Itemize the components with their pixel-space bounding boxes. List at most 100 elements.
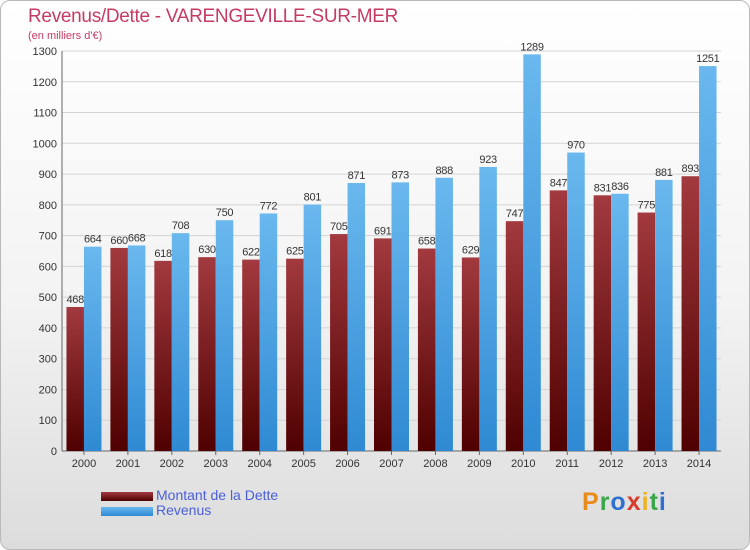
data-labels: 468 664 660 668 618 708 630 750 622 772 625 801 705 8… <box>66 41 719 306</box>
x-tick-label: 2000 <box>72 458 96 470</box>
data-label-dette: 618 <box>154 248 172 260</box>
y-tick-label: 600 <box>39 261 57 273</box>
data-label-dette: 775 <box>638 200 656 212</box>
x-tick-label: 2011 <box>555 458 579 470</box>
y-tick-label: 200 <box>39 384 57 396</box>
bar-revenus <box>127 245 146 451</box>
y-tick-label: 500 <box>39 292 57 304</box>
x-tick-label: 2007 <box>379 458 403 470</box>
x-tick-label: 2013 <box>643 458 667 470</box>
legend-label-revenus: Revenus <box>156 502 212 518</box>
chart-subtitle: (en milliers d'€) <box>28 30 103 42</box>
axes: 0 100 200 300 400 500 600 700 800 900 1000 1100 1200… <box>33 46 721 470</box>
bar-dette <box>110 247 128 451</box>
x-tick-label: 2014 <box>687 458 711 470</box>
bar-dette <box>330 234 348 451</box>
bars <box>66 54 717 452</box>
bar-revenus <box>479 167 497 451</box>
legend-swatch-dette <box>101 492 153 501</box>
y-tick-label: 700 <box>39 231 57 243</box>
data-label-revenus: 871 <box>348 170 366 182</box>
bar-dette <box>593 195 612 451</box>
bar-revenus <box>435 177 453 451</box>
data-label-revenus: 664 <box>84 234 102 246</box>
y-tick-label: 300 <box>39 354 57 366</box>
x-tick-label: 2004 <box>247 458 271 470</box>
data-label-revenus: 1289 <box>520 41 543 53</box>
x-tick-label: 2010 <box>511 458 535 470</box>
bar-revenus <box>259 213 278 451</box>
bar-revenus <box>567 152 585 452</box>
bar-dette <box>242 259 260 451</box>
x-tick-label: 2009 <box>467 458 491 470</box>
data-label-dette: 629 <box>462 244 480 256</box>
x-tick-label: 2002 <box>160 458 184 470</box>
logo-letter: o <box>610 488 627 516</box>
legend-label-dette: Montant de la Dette <box>156 487 279 503</box>
bar-revenus <box>83 246 102 451</box>
data-label-dette: 622 <box>242 247 260 259</box>
data-label-revenus: 1251 <box>696 53 719 65</box>
y-tick-label: 1300 <box>33 46 57 58</box>
bar-dette <box>505 221 524 451</box>
logo-letter: i <box>658 488 667 516</box>
x-tick-label: 2003 <box>204 458 228 470</box>
y-tick-label: 0 <box>51 446 57 458</box>
y-tick-label: 1200 <box>33 77 57 89</box>
bar-dette <box>549 190 568 451</box>
bar-revenus <box>347 183 366 451</box>
x-tick-label: 2005 <box>291 458 315 470</box>
data-label-revenus: 750 <box>216 207 234 219</box>
data-label-dette: 847 <box>550 177 568 189</box>
proxiti-logo: Proxiti <box>582 488 667 517</box>
bar-dette <box>417 248 436 451</box>
data-label-dette: 893 <box>682 163 700 175</box>
x-tick-label: 2012 <box>599 458 623 470</box>
bar-revenus <box>655 179 673 451</box>
y-tick-label: 1100 <box>33 108 57 120</box>
logo-letter: x <box>626 488 642 516</box>
bar-revenus <box>391 182 409 451</box>
data-label-revenus: 836 <box>611 181 629 193</box>
bar-dette <box>637 212 656 451</box>
bar-revenus <box>699 66 717 452</box>
data-label-revenus: 708 <box>172 220 190 232</box>
y-tick-label: 800 <box>39 200 57 212</box>
y-tick-label: 100 <box>39 415 57 427</box>
data-label-dette: 468 <box>66 294 84 306</box>
bar-revenus <box>303 204 322 451</box>
bar-dette <box>198 257 216 451</box>
data-label-revenus: 888 <box>435 165 453 177</box>
data-label-revenus: 668 <box>128 232 146 244</box>
logo-letter: t <box>649 488 659 516</box>
bar-revenus <box>215 220 234 451</box>
x-tick-label: 2006 <box>335 458 359 470</box>
logo-letter: i <box>641 488 650 516</box>
data-label-dette: 831 <box>594 182 612 194</box>
y-tick-label: 400 <box>39 323 57 335</box>
data-label-revenus: 873 <box>392 169 410 181</box>
bar-dette <box>66 307 84 451</box>
data-label-revenus: 923 <box>479 154 497 166</box>
data-label-dette: 660 <box>110 235 128 247</box>
data-label-dette: 625 <box>286 246 304 258</box>
data-label-dette: 747 <box>506 208 524 220</box>
bar-dette <box>681 176 700 451</box>
data-label-dette: 691 <box>374 225 392 237</box>
x-tick-label: 2008 <box>423 458 447 470</box>
data-label-dette: 705 <box>330 221 348 233</box>
bar-dette <box>286 258 304 451</box>
chart-title: Revenus/Dette - VARENGEVILLE-SUR-MER <box>28 6 399 27</box>
logo-letter: P <box>582 488 600 516</box>
logo-letter: r <box>599 488 611 516</box>
data-label-revenus: 881 <box>655 167 673 179</box>
y-tick-label: 1000 <box>33 138 57 150</box>
bar-dette <box>154 260 172 451</box>
data-label-dette: 630 <box>198 244 216 256</box>
bar-revenus <box>171 233 190 451</box>
bar-revenus <box>523 54 541 452</box>
y-tick-label: 900 <box>39 169 57 181</box>
data-label-revenus: 970 <box>567 140 585 152</box>
